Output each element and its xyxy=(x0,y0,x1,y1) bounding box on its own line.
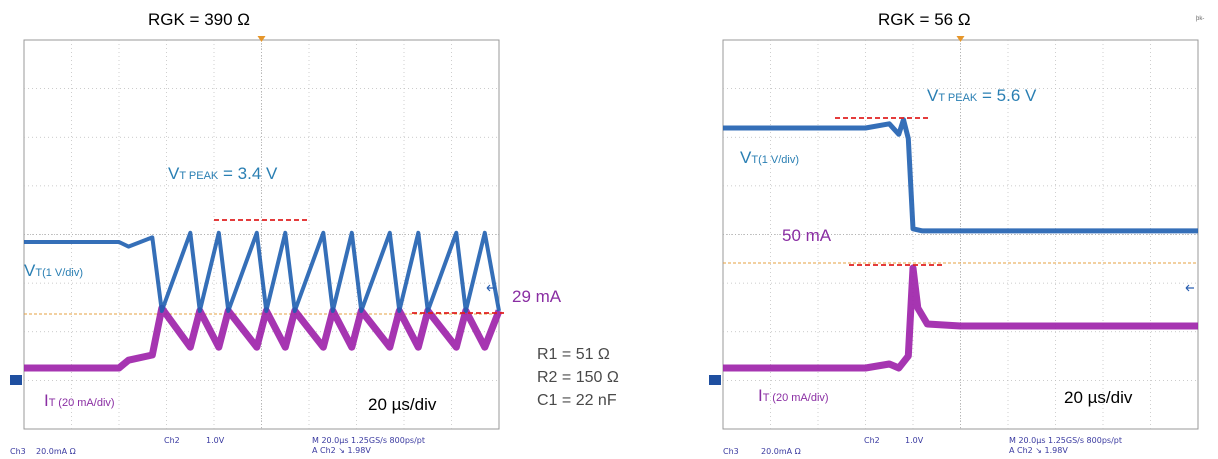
voltage-trace xyxy=(723,117,1198,234)
left-timebase: 20 µs/div xyxy=(368,395,437,414)
left-acq-line1: M 20.0µs 1.25GS/s 800ps/pt xyxy=(312,436,425,445)
left-title: RGK = 390 Ω xyxy=(148,10,251,29)
right-timebase: 20 µs/div xyxy=(1064,388,1133,407)
left-it-sub: T (20 mA/div) xyxy=(48,397,115,409)
right-scope-plot xyxy=(709,36,1199,430)
right-acq-line1: M 20.0µs 1.25GS/s 800ps/pt xyxy=(1009,436,1122,445)
right-vt-peak-label: VT PEAK = 5.6 V xyxy=(927,86,1036,106)
left-vt-label: VT(1 V/div) xyxy=(24,261,83,281)
left-vt-main: V xyxy=(24,261,36,280)
left-ch2: Ch2 xyxy=(164,436,180,445)
component-r1: R1 = 51 Ω xyxy=(537,346,610,363)
left-vt-sub: T(1 V/div) xyxy=(35,267,84,279)
current-trace xyxy=(24,304,503,372)
left-vt-peak-value: = 3.4 V xyxy=(223,164,278,183)
current-trace xyxy=(723,264,1198,372)
left-vt-peak-sub: T PEAK xyxy=(179,170,219,182)
right-ch3-scale: 20.0mA Ω xyxy=(761,447,801,456)
right-vt-peak-sub: T PEAK xyxy=(938,92,978,104)
right-ch2: Ch2 xyxy=(864,436,880,445)
right-it-sub: T (20 mA/div) xyxy=(762,392,829,404)
right-ch2-scale: 1.0V xyxy=(905,436,924,445)
channel-level-arrow xyxy=(486,284,495,292)
left-ch3-scale: 20.0mA Ω xyxy=(36,447,76,456)
left-vt-peak-main: V xyxy=(168,164,180,183)
ground-marker xyxy=(10,375,22,385)
component-values: R1 = 51 Ω R2 = 150 Ω C1 = 22 nF xyxy=(537,343,619,412)
trigger-marker xyxy=(257,36,266,42)
left-ch3-unit: Ω xyxy=(69,447,76,456)
right-vt-sub: T(1 V/div) xyxy=(751,154,800,166)
right-it-label: IT (20 mA/div) xyxy=(758,386,829,406)
left-ch3: Ch3 xyxy=(10,447,26,456)
right-current-annotation: 50 mA xyxy=(782,226,832,245)
left-ch3-scale-value: 20.0mA xyxy=(36,447,68,456)
trigger-marker xyxy=(956,36,965,42)
left-scope xyxy=(10,36,504,430)
corner-mark: þk- xyxy=(1196,16,1205,22)
right-title: RGK = 56 Ω xyxy=(878,10,971,29)
left-acq-line2: A Ch2 ↘ 1.98V xyxy=(312,446,371,455)
component-r2: R2 = 150 Ω xyxy=(537,369,619,386)
right-vt-main: V xyxy=(740,148,752,167)
right-it-main: I xyxy=(758,386,763,405)
right-scope xyxy=(709,36,1199,430)
left-it-main: I xyxy=(44,391,49,410)
right-ch3-unit: Ω xyxy=(794,447,801,456)
right-acq-line2: A Ch2 ↘ 1.98V xyxy=(1009,446,1068,455)
left-ch2-scale: 1.0V xyxy=(206,436,225,445)
left-current-annotation: 29 mA xyxy=(512,287,562,306)
right-vt-label: VT(1 V/div) xyxy=(740,148,799,168)
left-it-label: IT (20 mA/div) xyxy=(44,391,115,411)
voltage-trace xyxy=(24,230,501,313)
component-c1: C1 = 22 nF xyxy=(537,392,617,409)
left-scope-plot xyxy=(10,36,504,430)
left-vt-peak-label: VT PEAK = 3.4 V xyxy=(168,164,277,184)
right-vt-peak-value: = 5.6 V xyxy=(982,86,1037,105)
right-vt-peak-main: V xyxy=(927,86,939,105)
ground-marker xyxy=(709,375,721,385)
right-ch3-scale-value: 20.0mA xyxy=(761,447,793,456)
right-ch3: Ch3 xyxy=(723,447,739,456)
channel-level-arrow xyxy=(1185,284,1194,292)
